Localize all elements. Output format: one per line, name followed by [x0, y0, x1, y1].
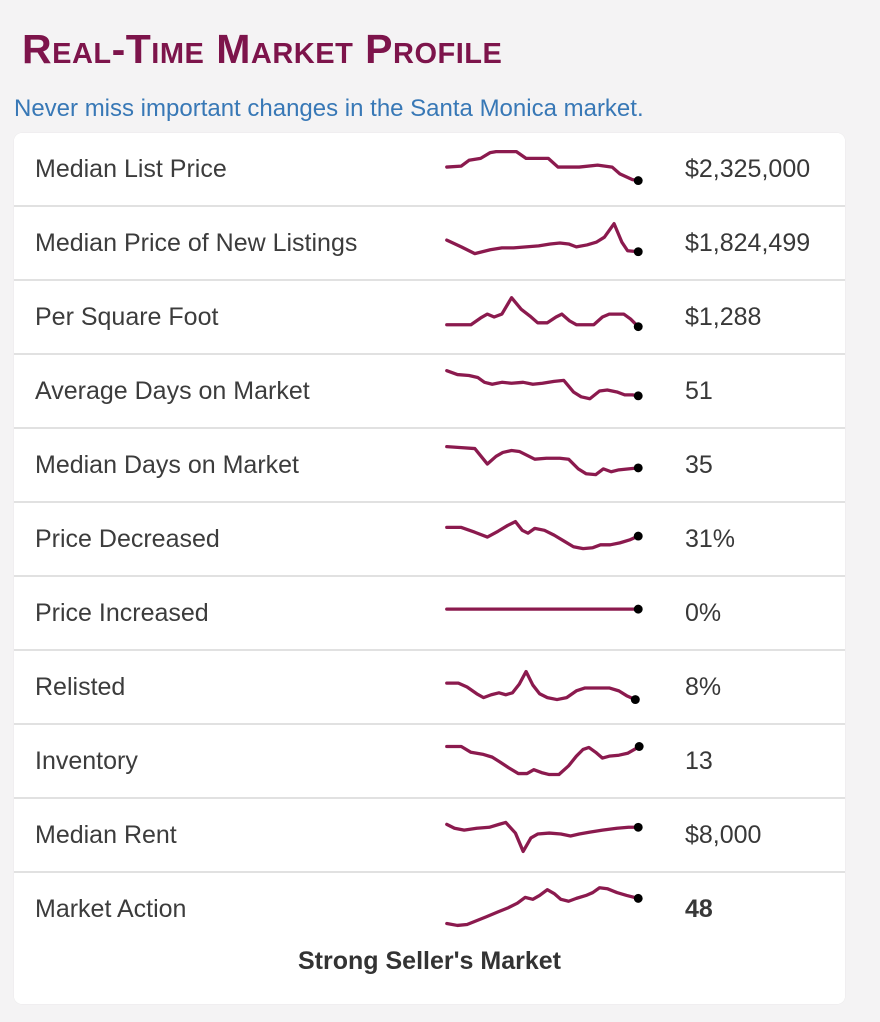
metric-value: $1,288: [685, 302, 762, 331]
metric-label: Relisted: [35, 672, 126, 701]
metric-label: Median Days on Market: [35, 450, 300, 479]
sparkline: [440, 436, 645, 494]
sparkline-end-dot: [633, 391, 643, 401]
metric-row: Market Action 48: [14, 871, 845, 945]
metric-row: Median Price of New Listings $1,824,499: [14, 205, 845, 279]
sparkline-end-dot: [633, 604, 643, 614]
sparkline-chart: [445, 519, 643, 551]
sparkline-end-dot: [630, 695, 640, 705]
metric-value: 13: [685, 746, 713, 775]
sparkline-end-dot: [634, 742, 644, 751]
sparkline-chart: [445, 444, 643, 477]
metric-value: 8%: [685, 672, 722, 701]
sparkline-chart: [445, 222, 643, 257]
sparkline: [440, 288, 645, 346]
sparkline: [440, 510, 645, 568]
metric-value: $2,325,000: [685, 154, 811, 183]
sparkline-chart: [445, 296, 643, 332]
sparkline-end-dot: [633, 247, 643, 257]
sparkline: [440, 584, 645, 642]
metric-label: Price Decreased: [35, 524, 220, 553]
metric-label: Median List Price: [35, 154, 227, 183]
sparkline-chart: [445, 820, 643, 854]
sparkline-end-dot: [633, 463, 643, 473]
sparkline: [440, 214, 645, 272]
sparkline: [440, 362, 645, 420]
market-status-label: Strong Seller's Market: [14, 945, 845, 1004]
metric-row: Per Square Foot $1,288: [14, 279, 845, 353]
metric-row: Average Days on Market 51: [14, 353, 845, 427]
metric-row: Price Decreased 31%: [14, 501, 845, 575]
sparkline-end-dot: [633, 531, 643, 541]
metric-label: Median Rent: [35, 820, 177, 849]
sparkline-end-dot: [633, 822, 643, 832]
metric-value: 48: [685, 894, 713, 923]
metric-row: Price Increased 0%: [14, 575, 845, 649]
metric-row: Median Days on Market 35: [14, 427, 845, 501]
sparkline-chart: [445, 369, 643, 401]
sparkline-chart: [445, 604, 643, 614]
metric-label: Price Increased: [35, 598, 209, 627]
metric-label: Per Square Foot: [35, 302, 219, 331]
metric-value: $8,000: [685, 820, 762, 849]
sparkline-end-dot: [633, 176, 643, 186]
sparkline: [440, 140, 645, 198]
metric-label: Market Action: [35, 894, 187, 923]
metric-value: 0%: [685, 598, 722, 627]
page-title: Real-Time Market Profile: [22, 26, 503, 72]
page-subtitle: Never miss important changes in the Sant…: [14, 95, 644, 122]
metrics-table: Median List Price $2,325,000 Median Price …: [14, 133, 845, 945]
sparkline-chart: [445, 149, 643, 186]
market-profile-card: Median List Price $2,325,000 Median Price …: [14, 133, 845, 1004]
sparkline: [440, 732, 645, 790]
sparkline-end-dot: [633, 322, 643, 332]
metric-row: Relisted 8%: [14, 649, 845, 723]
metric-value: 35: [685, 450, 713, 479]
metric-row: Median Rent $8,000: [14, 797, 845, 871]
metric-label: Median Price of New Listings: [35, 228, 358, 257]
metric-value: 51: [685, 376, 713, 405]
metric-row: Inventory 13: [14, 723, 845, 797]
sparkline: [440, 658, 645, 716]
sparkline-chart: [445, 742, 644, 777]
metric-label: Average Days on Market: [35, 376, 310, 405]
metric-value: $1,824,499: [685, 228, 811, 257]
sparkline: [440, 806, 645, 864]
sparkline-chart: [445, 669, 640, 705]
sparkline-end-dot: [633, 893, 643, 903]
metric-value: 31%: [685, 524, 736, 553]
sparkline-chart: [445, 886, 643, 928]
metric-label: Inventory: [35, 746, 138, 775]
sparkline: [440, 880, 645, 938]
metric-row: Median List Price $2,325,000: [14, 133, 845, 205]
